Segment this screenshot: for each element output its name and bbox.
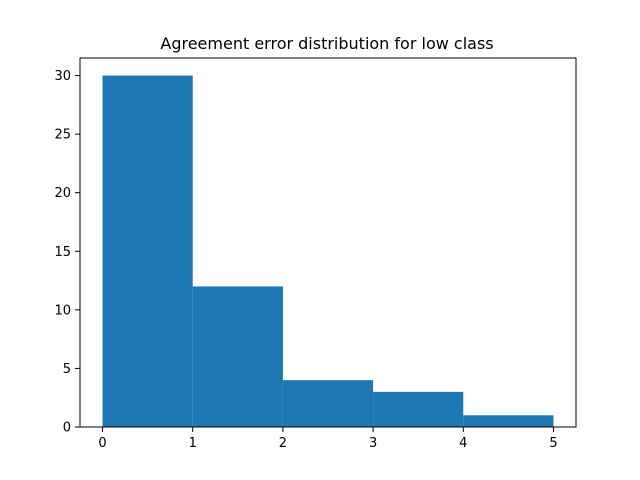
x-tick-label-4: 4	[459, 436, 467, 451]
x-tick-label-5: 5	[549, 436, 557, 451]
y-tick-label-6: 30	[54, 69, 71, 84]
plot-frame	[79, 57, 577, 428]
histogram-bar-4	[463, 415, 554, 427]
histogram-bar-2	[282, 380, 374, 427]
x-tick-label-1: 1	[189, 436, 197, 451]
y-tick-label-5: 25	[54, 128, 71, 143]
y-tick-label-3: 15	[54, 245, 71, 260]
ticks-layer: 0 1 2 3 4 5 0 5 10 15 20 25 30	[54, 69, 557, 451]
axes-layer	[79, 57, 577, 428]
y-tick-label-2: 10	[54, 303, 71, 318]
x-tick-label-2: 2	[279, 436, 287, 451]
histogram-bar-3	[373, 391, 464, 427]
bars-layer	[102, 75, 554, 428]
y-tick-label-0: 0	[63, 421, 71, 436]
histogram-bar-0	[102, 75, 193, 428]
histogram-bar-1	[192, 286, 283, 427]
y-tick-label-4: 20	[54, 186, 71, 201]
x-tick-label-3: 3	[369, 436, 377, 451]
y-tick-label-1: 5	[63, 362, 71, 377]
x-tick-label-0: 0	[98, 436, 106, 451]
chart-title: Agreement error distribution for low cla…	[160, 34, 493, 53]
